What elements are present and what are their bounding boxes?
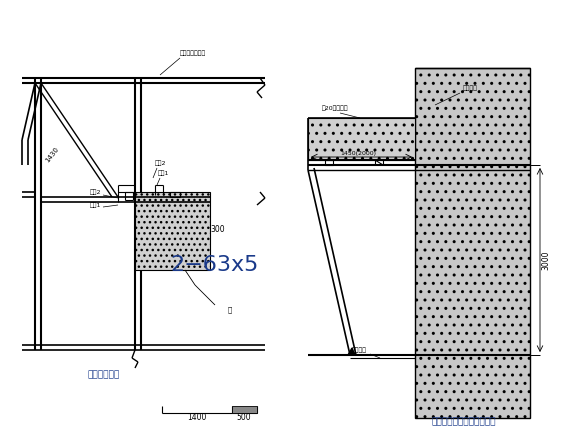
Polygon shape: [348, 348, 355, 355]
Text: 300: 300: [211, 226, 226, 234]
Text: 2−63x5: 2−63x5: [171, 255, 259, 275]
Text: 及其工字销悬挑: 及其工字销悬挑: [180, 50, 206, 56]
Bar: [415, 68, 530, 418]
Text: 1430: 1430: [44, 146, 60, 164]
Text: 锤固2: 锤固2: [90, 189, 102, 195]
Text: 1400: 1400: [187, 414, 206, 423]
Text: 水平销管: 水平销管: [462, 85, 477, 91]
Text: 阳角部位详图: 阳角部位详图: [88, 371, 120, 379]
Text: 栏杷1: 栏杷1: [158, 170, 169, 176]
Text: 阳角及剪力墙部位支撑详图: 阳角及剪力墙部位支撑详图: [432, 418, 496, 427]
Bar: [135, 192, 210, 270]
Text: 锤固1: 锤固1: [90, 202, 102, 208]
Text: 3000: 3000: [541, 250, 550, 270]
Text: 500: 500: [237, 414, 251, 423]
Text: 生根销栓: 生根销栓: [352, 347, 367, 353]
Bar: [232, 406, 257, 413]
Bar: [308, 118, 415, 160]
Text: 厘20木工字销: 厘20木工字销: [321, 105, 348, 111]
Text: 1450(2000): 1450(2000): [340, 151, 376, 155]
Text: 销: 销: [228, 307, 232, 313]
Text: 栏杷2: 栏杷2: [155, 160, 167, 166]
